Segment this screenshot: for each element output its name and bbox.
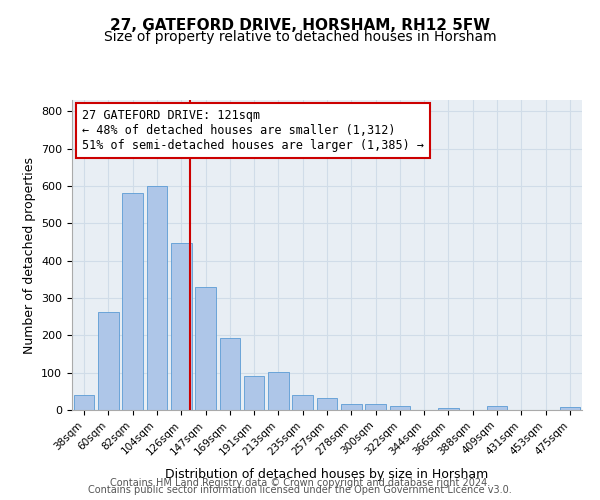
X-axis label: Distribution of detached houses by size in Horsham: Distribution of detached houses by size … — [166, 468, 488, 480]
Text: Contains public sector information licensed under the Open Government Licence v3: Contains public sector information licen… — [88, 485, 512, 495]
Text: 27, GATEFORD DRIVE, HORSHAM, RH12 5FW: 27, GATEFORD DRIVE, HORSHAM, RH12 5FW — [110, 18, 490, 32]
Text: 27 GATEFORD DRIVE: 121sqm
← 48% of detached houses are smaller (1,312)
51% of se: 27 GATEFORD DRIVE: 121sqm ← 48% of detac… — [82, 110, 424, 152]
Bar — [560, 407, 580, 410]
Bar — [74, 395, 94, 410]
Bar — [487, 406, 508, 410]
Bar — [438, 408, 459, 410]
Bar — [389, 406, 410, 410]
Bar — [244, 376, 265, 410]
Bar — [317, 398, 337, 410]
Bar — [341, 404, 362, 410]
Bar — [292, 395, 313, 410]
Bar — [220, 338, 240, 410]
Bar — [122, 194, 143, 410]
Bar — [98, 312, 119, 410]
Text: Size of property relative to detached houses in Horsham: Size of property relative to detached ho… — [104, 30, 496, 44]
Bar — [171, 242, 191, 410]
Text: Contains HM Land Registry data © Crown copyright and database right 2024.: Contains HM Land Registry data © Crown c… — [110, 478, 490, 488]
Bar — [195, 288, 216, 410]
Bar — [146, 186, 167, 410]
Bar — [268, 372, 289, 410]
Bar — [365, 404, 386, 410]
Y-axis label: Number of detached properties: Number of detached properties — [23, 156, 35, 354]
